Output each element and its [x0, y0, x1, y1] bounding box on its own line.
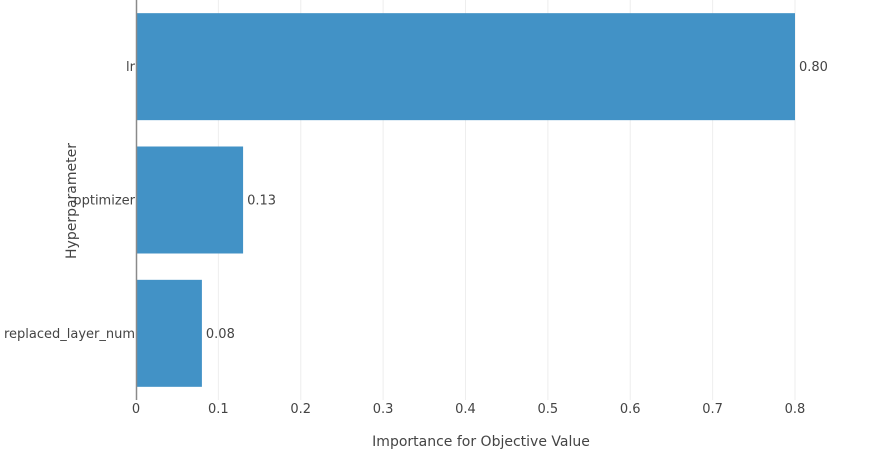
y-axis-title: Hyperparameter: [64, 143, 80, 259]
x-tick-label: 0.5: [538, 402, 559, 417]
label-layer: 0 0.1 0.2 0.3 0.4 0.5 0.6 0.7 0.8 lr 0.80 optimizer…: [4, 60, 828, 417]
bar-optimizer: [136, 146, 244, 254]
x-tick-label: 0.6: [620, 402, 641, 417]
bar-lr: [136, 13, 795, 121]
data-label: 0.80: [799, 60, 828, 75]
bar-replaced-layer-num: [136, 279, 202, 387]
category-label: lr: [126, 60, 136, 75]
x-tick-label: 0.1: [208, 402, 229, 417]
x-tick-label: 0.3: [373, 402, 394, 417]
x-tick-label: 0.4: [455, 402, 476, 417]
bar-layer: [136, 13, 795, 387]
category-label: optimizer: [74, 193, 136, 208]
data-label: 0.13: [247, 193, 276, 208]
category-label: replaced_layer_num: [4, 327, 135, 342]
x-axis-title: Importance for Objective Value: [372, 434, 590, 450]
x-tick-label: 0: [132, 402, 140, 417]
x-tick-label: 0.7: [702, 402, 723, 417]
x-tick-label: 0.8: [785, 402, 806, 417]
x-tick-label: 0.2: [290, 402, 311, 417]
data-label: 0.08: [206, 327, 235, 342]
